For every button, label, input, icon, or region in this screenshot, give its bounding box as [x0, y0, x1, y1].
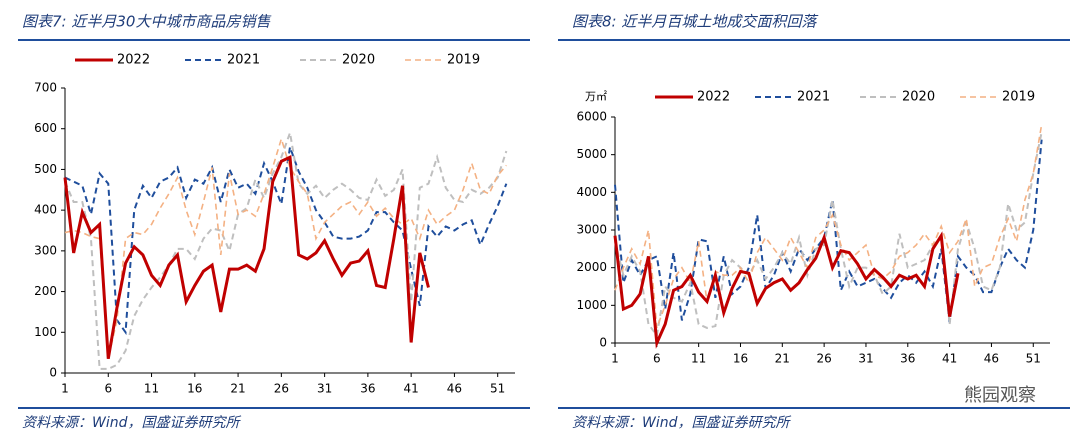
y-tick-label: 100	[34, 325, 57, 339]
x-tick-label: 6	[653, 352, 661, 366]
legend-label: 2020	[342, 53, 375, 68]
y-tick-label: 700	[34, 81, 57, 95]
x-tick-label: 36	[360, 382, 375, 396]
x-tick-label: 41	[942, 352, 957, 366]
y-tick-label: 3000	[576, 223, 607, 237]
y-tick-label: 2000	[576, 260, 607, 274]
series-line	[64, 146, 508, 336]
x-tick-label: 31	[858, 352, 873, 366]
x-tick-label: 46	[447, 382, 462, 396]
x-tick-label: 26	[816, 352, 831, 366]
x-tick-label: 46	[984, 352, 999, 366]
legend-label: 2021	[797, 90, 830, 105]
y-unit: 万㎡	[585, 90, 607, 103]
x-tick-label: 16	[187, 382, 202, 396]
y-tick-label: 200	[34, 284, 57, 298]
y-tick-label: 0	[599, 336, 607, 350]
chart-title: 图表8: 近半月百城土地成交面积回落	[572, 13, 818, 31]
source: 资料来源：Wind，国盛证券研究所	[572, 415, 791, 431]
chart-title: 图表7: 近半月30大中城市商品房销售	[22, 13, 271, 31]
x-tick-label: 1	[611, 352, 619, 366]
source: 资料来源：Wind，国盛证券研究所	[22, 415, 241, 431]
series-line	[64, 136, 507, 359]
y-tick-label: 500	[34, 162, 57, 176]
x-tick-label: 41	[404, 382, 419, 396]
y-tick-label: 4000	[576, 185, 607, 199]
legend-label: 2022	[697, 90, 730, 105]
y-tick-label: 1000	[576, 298, 607, 312]
legend-label: 2022	[117, 53, 150, 68]
x-tick-label: 21	[230, 382, 245, 396]
x-tick-label: 51	[490, 382, 505, 396]
watermark: 熊园观察	[964, 385, 1036, 406]
x-tick-label: 16	[733, 352, 748, 366]
y-tick-label: 300	[34, 243, 57, 257]
x-tick-label: 51	[1026, 352, 1041, 366]
x-tick-label: 1	[61, 382, 69, 396]
x-tick-label: 6	[104, 382, 112, 396]
legend-label: 2020	[902, 90, 935, 105]
legend-label: 2021	[227, 53, 260, 68]
y-tick-label: 400	[34, 203, 57, 217]
series-line	[613, 231, 960, 349]
y-tick-label: 0	[49, 366, 57, 380]
x-tick-label: 21	[775, 352, 790, 366]
legend-label: 2019	[447, 53, 480, 68]
series-line	[614, 139, 1043, 323]
y-tick-label: 600	[34, 121, 57, 135]
x-tick-label: 26	[274, 382, 289, 396]
y-tick-label: 6000	[576, 110, 607, 124]
legend-label: 2019	[1002, 90, 1035, 105]
series-line	[63, 154, 430, 360]
y-tick-label: 5000	[576, 147, 607, 161]
series-line	[614, 124, 1043, 329]
series-line	[614, 131, 1043, 338]
x-tick-label: 31	[317, 382, 332, 396]
x-tick-label: 11	[144, 382, 159, 396]
series-line	[64, 128, 508, 370]
x-tick-label: 36	[900, 352, 915, 366]
x-tick-label: 11	[691, 352, 706, 366]
